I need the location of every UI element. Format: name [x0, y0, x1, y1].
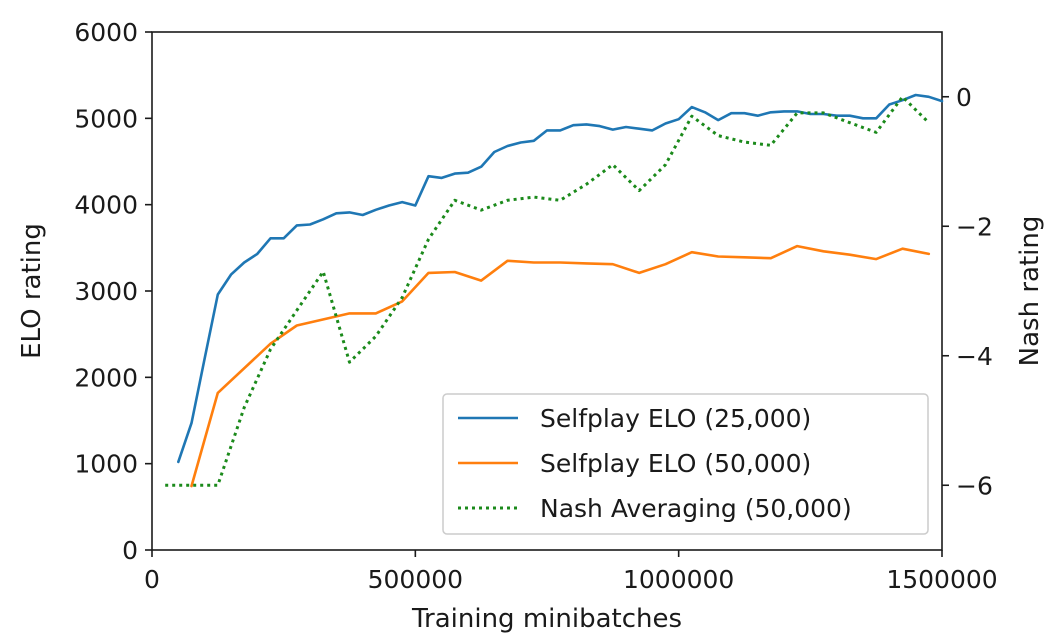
y2-tick-label: −2	[956, 212, 993, 241]
legend: Selfplay ELO (25,000) Selfplay ELO (50,00…	[442, 393, 929, 535]
x-tick-label: 1000000	[623, 565, 734, 594]
legend-label-1: Selfplay ELO (25,000)	[540, 404, 811, 433]
series-line-2	[190, 244, 931, 488]
series-layer	[165, 93, 944, 488]
y-tick-label: 0	[122, 536, 138, 565]
y-axis-left-title: ELO rating	[17, 223, 47, 359]
y-axis-right: 0 −2 −4 −6	[942, 83, 993, 500]
y-axis-left: 0 1000 2000 3000 4000 5000 6000	[74, 18, 152, 565]
y2-tick-label: −4	[956, 342, 993, 371]
x-tick-label: 0	[144, 565, 160, 594]
y-tick-label: 6000	[74, 18, 138, 47]
y-tick-label: 4000	[74, 191, 138, 220]
y2-tick-label: 0	[956, 83, 972, 112]
y-tick-label: 5000	[74, 104, 138, 133]
legend-box	[442, 393, 929, 535]
x-tick-label: 500000	[368, 565, 463, 594]
legend-label-3: Nash Averaging (50,000)	[540, 494, 852, 523]
x-tick-label: 1500000	[886, 565, 997, 594]
y2-tick-label: −6	[956, 471, 993, 500]
x-axis-title: Training minibatches	[411, 604, 682, 634]
y-tick-label: 2000	[74, 363, 138, 392]
legend-label-2: Selfplay ELO (50,000)	[540, 449, 811, 478]
series-line-3	[165, 95, 930, 487]
x-axis: 0 500000 1000000 1500000	[144, 550, 998, 594]
y-tick-label: 3000	[74, 277, 138, 306]
y-tick-label: 1000	[74, 450, 138, 479]
y-axis-right-title: Nash rating	[1015, 216, 1045, 367]
